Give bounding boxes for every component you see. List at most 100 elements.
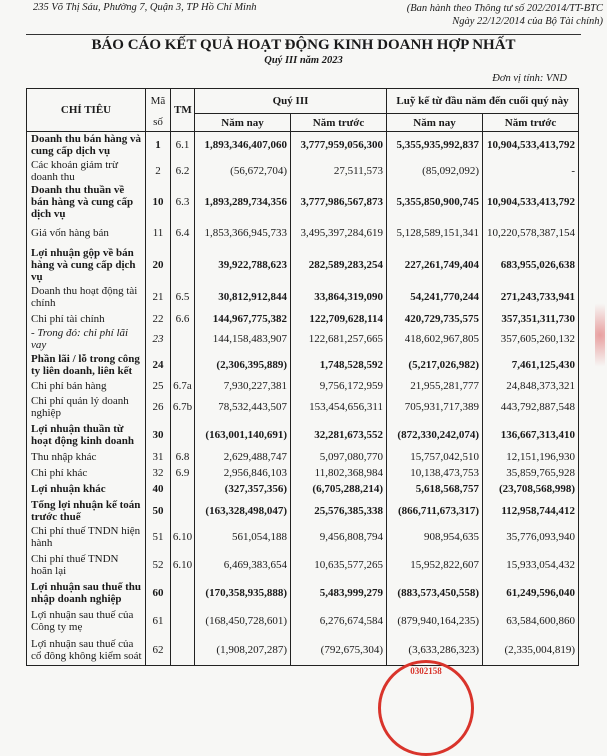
table-row: Lợi nhuận sau thuế của Công ty mẹ 61 (168,… bbox=[26, 606, 580, 635]
table-row: Lợi nhuận khác 40 (327,357,356) (6,705,288,… bbox=[26, 480, 580, 498]
quarter-this-year-value: 1,853,366,945,733 bbox=[194, 219, 291, 247]
row-note: 6.6 bbox=[170, 311, 195, 327]
row-note bbox=[170, 579, 195, 607]
table-row: Chi phí thuế TNDN hiện hành 51 6.10 561,054… bbox=[26, 523, 580, 551]
quarter-this-year-value: (163,001,140,691) bbox=[194, 420, 291, 450]
row-label: Phần lãi / lỗ trong công ty liên doanh, … bbox=[26, 350, 146, 379]
table-row: Lợi nhuận sau thuế thu nhập doanh nghiệp… bbox=[26, 579, 580, 607]
row-code: 60 bbox=[145, 579, 171, 607]
table-row: Các khoản giảm trừ doanh thu 2 6.2 (56,672,… bbox=[26, 158, 580, 184]
quarter-last-year-value: 122,681,257,665 bbox=[290, 326, 387, 351]
ytd-this-year-value: 54,241,770,244 bbox=[386, 282, 483, 312]
ytd-this-year-value: 227,261,749,404 bbox=[386, 246, 483, 283]
ytd-last-year-value: 12,151,196,930 bbox=[481, 449, 580, 465]
table-row: Doanh thu bán hàng và cung cấp dịch vụ 1 6… bbox=[26, 131, 580, 159]
row-note: 6.10 bbox=[170, 550, 195, 580]
ytd-last-year-value: 10,904,533,413,792 bbox=[481, 131, 580, 159]
table-row: Doanh thu thuần về bán hàng và cung cấp … bbox=[26, 183, 580, 220]
ytd-last-year-value: 443,792,887,548 bbox=[481, 393, 580, 421]
table-row: Lợi nhuận thuần từ hoạt động kinh doanh 3… bbox=[26, 420, 580, 450]
ytd-last-year-value: 35,859,765,928 bbox=[481, 464, 580, 481]
ytd-last-year-value: - bbox=[481, 158, 580, 184]
row-code: 2 bbox=[145, 158, 171, 184]
quarter-last-year-value: 9,456,808,794 bbox=[290, 523, 387, 551]
quarter-last-year-value: (792,675,304) bbox=[290, 634, 387, 666]
header-ytd-last-year: Năm trước bbox=[481, 113, 580, 132]
ytd-last-year-value: 63,584,600,860 bbox=[481, 606, 580, 635]
quarter-this-year-value: (56,672,704) bbox=[194, 158, 291, 184]
quarter-last-year-value: 122,709,628,114 bbox=[290, 311, 387, 327]
currency-unit: Đơn vị tính: VND bbox=[492, 73, 567, 84]
quarter-this-year-value: 144,967,775,382 bbox=[194, 311, 291, 327]
quarter-last-year-value: 6,276,674,584 bbox=[290, 606, 387, 635]
header-indicator: CHỈ TIÊU bbox=[26, 88, 146, 132]
ytd-last-year-value: 7,461,125,430 bbox=[481, 350, 580, 379]
row-code: 25 bbox=[145, 378, 171, 394]
row-code: 30 bbox=[145, 420, 171, 450]
row-note: 6.2 bbox=[170, 158, 195, 184]
row-note bbox=[170, 326, 195, 351]
company-stamp: 0302158 bbox=[378, 660, 474, 756]
row-note: 6.5 bbox=[170, 282, 195, 312]
table-row: Tổng lợi nhuận kế toán trước thuế 50 (163,… bbox=[26, 497, 580, 524]
ytd-this-year-value: (872,330,242,074) bbox=[386, 420, 483, 450]
quarter-this-year-value: 2,956,846,103 bbox=[194, 464, 291, 481]
quarter-last-year-value: 11,802,368,984 bbox=[290, 464, 387, 481]
row-note: 6.9 bbox=[170, 464, 195, 481]
row-label: Lợi nhuận gộp về bán hàng và cung cấp dị… bbox=[26, 246, 146, 283]
quarter-last-year-value: 10,635,577,265 bbox=[290, 550, 387, 580]
ytd-this-year-value: (85,092,092) bbox=[386, 158, 483, 184]
header-ytd: Luỹ kế từ đầu năm đến cuối quý này bbox=[385, 88, 580, 114]
row-note bbox=[170, 246, 195, 283]
quarter-last-year-value: 3,777,959,056,300 bbox=[290, 131, 387, 159]
row-note: 6.1 bbox=[170, 131, 195, 159]
quarter-this-year-value: 30,812,912,844 bbox=[194, 282, 291, 312]
row-code: 23 bbox=[145, 326, 171, 351]
report-title: BÁO CÁO KẾT QUẢ HOẠT ĐỘNG KINH DOANH HỢP… bbox=[91, 37, 516, 53]
quarter-this-year-value: 2,629,488,747 bbox=[194, 449, 291, 465]
ytd-this-year-value: 5,355,850,900,745 bbox=[386, 183, 483, 220]
quarter-last-year-value: 5,483,999,279 bbox=[290, 579, 387, 607]
ytd-this-year-value: (5,217,026,982) bbox=[386, 350, 483, 379]
row-code: 51 bbox=[145, 523, 171, 551]
quarter-last-year-value: 27,511,573 bbox=[290, 158, 387, 184]
ytd-last-year-value: 61,249,596,040 bbox=[481, 579, 580, 607]
quarter-last-year-value: 282,589,283,254 bbox=[290, 246, 387, 283]
ytd-this-year-value: 418,602,967,805 bbox=[386, 326, 483, 351]
row-note bbox=[170, 350, 195, 379]
row-code: 10 bbox=[145, 183, 171, 220]
ytd-last-year-value: 10,904,533,413,792 bbox=[481, 183, 580, 220]
quarter-this-year-value: 7,930,227,381 bbox=[194, 378, 291, 394]
row-code: 20 bbox=[145, 246, 171, 283]
row-note bbox=[170, 480, 195, 498]
row-code: 40 bbox=[145, 480, 171, 498]
row-label: Doanh thu hoạt động tài chính bbox=[26, 282, 146, 312]
ytd-last-year-value: 357,605,260,132 bbox=[481, 326, 580, 351]
row-note: 6.7b bbox=[170, 393, 195, 421]
row-code: 50 bbox=[145, 497, 171, 524]
header-ytd-this-year: Năm nay bbox=[386, 113, 483, 132]
quarter-last-year-value: 25,576,385,338 bbox=[290, 497, 387, 524]
stamp-text: 0302158 bbox=[410, 666, 442, 676]
report-period: Quý III năm 2023 bbox=[264, 55, 343, 66]
row-label: Thu nhập khác bbox=[26, 449, 146, 465]
ytd-this-year-value: 15,757,042,510 bbox=[386, 449, 483, 465]
ytd-this-year-value: (866,711,673,317) bbox=[386, 497, 483, 524]
ytd-this-year-value: 10,138,473,753 bbox=[386, 464, 483, 481]
ytd-last-year-value: 35,776,093,940 bbox=[481, 523, 580, 551]
row-note: 6.3 bbox=[170, 183, 195, 220]
quarter-this-year-value: (163,328,498,047) bbox=[194, 497, 291, 524]
row-label: Chi phí thuế TNDN hoãn lại bbox=[26, 550, 146, 580]
row-code: 62 bbox=[145, 634, 171, 666]
row-code: 31 bbox=[145, 449, 171, 465]
row-note bbox=[170, 634, 195, 666]
table-row: Thu nhập khác 31 6.8 2,629,488,747 5,097,080… bbox=[26, 449, 580, 465]
row-note bbox=[170, 420, 195, 450]
quarter-this-year-value: (170,358,935,888) bbox=[194, 579, 291, 607]
ytd-last-year-value: 136,667,313,410 bbox=[481, 420, 580, 450]
ytd-this-year-value: 5,355,935,992,837 bbox=[386, 131, 483, 159]
row-label: Chi phí tài chính bbox=[26, 311, 146, 327]
quarter-last-year-value: 33,864,319,090 bbox=[290, 282, 387, 312]
table-row: Phần lãi / lỗ trong công ty liên doanh, … bbox=[26, 350, 580, 379]
header-code-top: Mã bbox=[145, 88, 171, 114]
